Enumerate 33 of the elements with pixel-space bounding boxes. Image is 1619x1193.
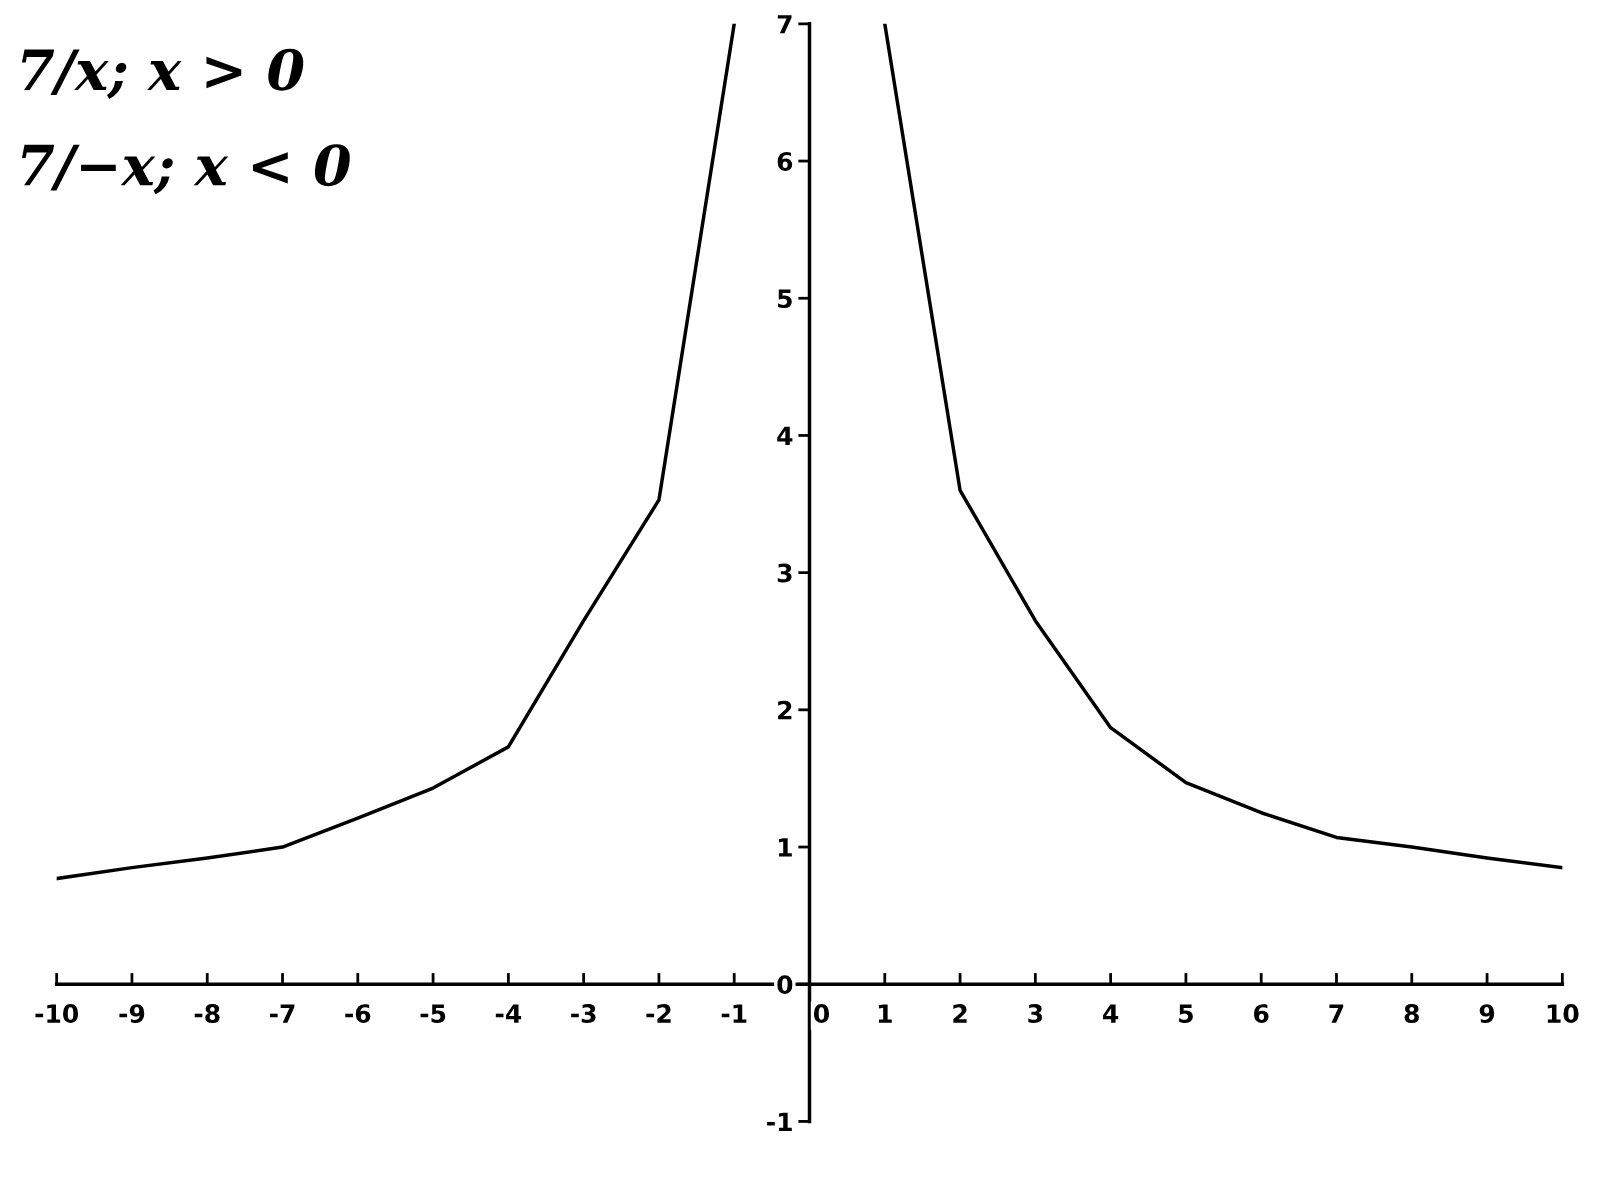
y-tick-label: 0 [777, 975, 793, 995]
x-tick-label: -7 [269, 1004, 295, 1023]
y-tick-label: 6 [777, 152, 793, 171]
x-tick-label: 1 [878, 1004, 892, 1023]
y-tick-label: -1 [767, 1112, 792, 1131]
x-tick-label: -2 [646, 1004, 671, 1023]
x-tick-label: 0 [814, 1004, 829, 1024]
x-tick-label: -6 [345, 1004, 371, 1024]
x-tick-label: 8 [1404, 1004, 1419, 1024]
y-tick-label: 4 [777, 426, 793, 445]
x-tick-label: -1 [721, 1004, 747, 1023]
y-tick-label: 3 [777, 563, 792, 583]
x-tick-label: 6 [1254, 1004, 1269, 1024]
line-series [883, 23, 1563, 870]
x-tick-label: 5 [1179, 1004, 1193, 1024]
y-tick-label: 1 [778, 838, 792, 857]
x-tick-label: -3 [571, 1004, 596, 1024]
x-tick-label: 4 [1103, 1004, 1119, 1023]
y-tick-label: 5 [778, 289, 792, 309]
x-tick-label: 9 [1479, 1004, 1495, 1024]
x-tick-label: -8 [194, 1004, 220, 1024]
y-tick-label: 7 [777, 15, 792, 34]
x-tick-label: -10 [35, 1004, 79, 1024]
x-tick-label: 2 [953, 1004, 967, 1023]
x-tick-label: 10 [1547, 1004, 1579, 1024]
x-tick-label: -4 [495, 1004, 522, 1023]
y-tick-label: 2 [778, 700, 792, 720]
annotation: 7/−x; x < 0 [21, 144, 350, 195]
x-tick-label: -5 [420, 1004, 446, 1024]
x-tick-label: 3 [1028, 1004, 1043, 1024]
annotation: 7/x; x > 0 [21, 48, 304, 99]
x-tick-label: 7 [1329, 1004, 1344, 1023]
x-tick-label: -9 [119, 1004, 145, 1024]
